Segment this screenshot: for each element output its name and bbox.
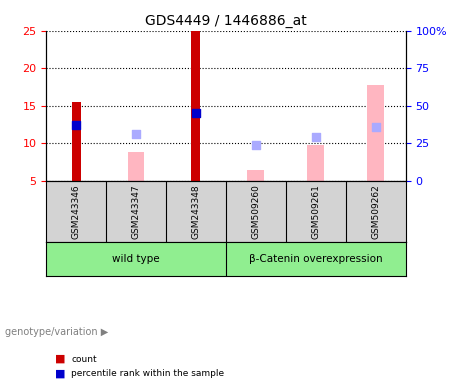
Text: β-Catenin overexpression: β-Catenin overexpression	[249, 255, 383, 265]
Text: wild type: wild type	[112, 255, 160, 265]
Text: GSM243347: GSM243347	[131, 184, 141, 239]
Bar	[307, 145, 324, 181]
Point	[312, 134, 319, 141]
Text: count: count	[71, 354, 97, 364]
Text: GSM243346: GSM243346	[71, 184, 81, 239]
Bar	[71, 102, 81, 181]
Bar	[191, 31, 201, 181]
Text: ■: ■	[55, 354, 65, 364]
Point	[72, 121, 80, 127]
Text: GSM243348: GSM243348	[191, 184, 201, 239]
Text: ■: ■	[55, 369, 65, 379]
Bar	[128, 152, 144, 181]
Bar	[367, 85, 384, 181]
Text: GSM509262: GSM509262	[371, 184, 380, 239]
Point	[192, 110, 200, 116]
Text: GSM509261: GSM509261	[311, 184, 320, 239]
Text: genotype/variation ▶: genotype/variation ▶	[5, 327, 108, 337]
Text: percentile rank within the sample: percentile rank within the sample	[71, 369, 225, 378]
Point	[132, 131, 140, 137]
Point	[372, 124, 379, 130]
Title: GDS4449 / 1446886_at: GDS4449 / 1446886_at	[145, 14, 307, 28]
Text: ■: ■	[55, 383, 65, 384]
Text: GSM509260: GSM509260	[251, 184, 260, 239]
Point	[252, 142, 260, 148]
Bar	[248, 170, 264, 181]
